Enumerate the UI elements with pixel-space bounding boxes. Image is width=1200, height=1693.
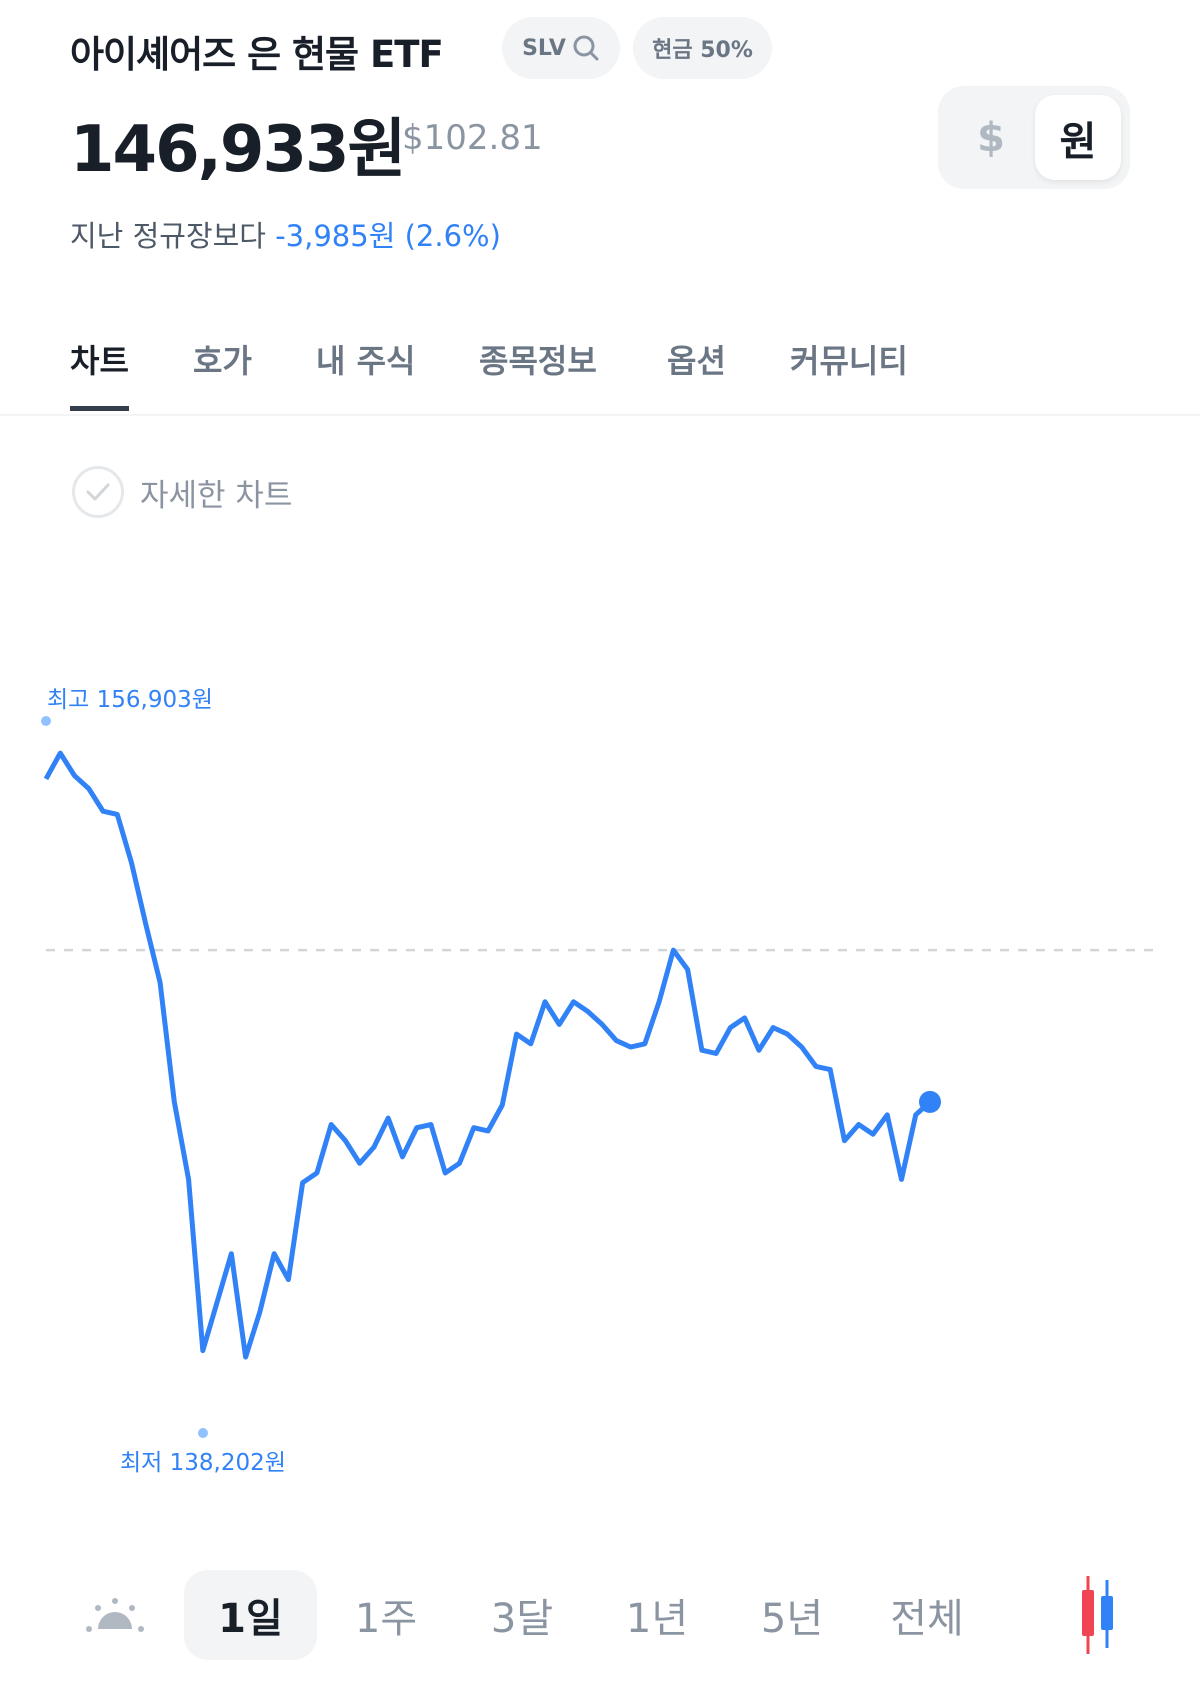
period-all[interactable]: 전체 — [890, 1596, 964, 1642]
ticker-label: SLV — [522, 35, 566, 61]
change-value: -3,985원 (2.6%) — [275, 219, 501, 253]
current-price: 146,933원 — [70, 113, 406, 187]
price-chart[interactable] — [0, 700, 1200, 1460]
period-selector: 1일 1주 3달 1년 5년 전체 — [0, 1570, 1200, 1660]
price-line — [43, 750, 932, 1360]
tab-orderbook[interactable]: 호가 — [193, 342, 252, 380]
low-marker — [198, 1428, 208, 1438]
price-usd: $102.81 — [402, 118, 543, 158]
period-1w[interactable]: 1주 — [354, 1596, 418, 1642]
check-icon[interactable] — [72, 466, 124, 518]
ticker-search-chip[interactable]: SLV — [502, 17, 620, 79]
sunrise-icon[interactable] — [84, 1595, 146, 1635]
cash-chip[interactable]: 현금 50% — [633, 17, 772, 79]
detail-chart-label: 자세한 차트 — [140, 477, 293, 514]
tab-stock-info[interactable]: 종목정보 — [479, 342, 597, 380]
currency-toggle[interactable]: $ 원 — [938, 86, 1130, 189]
tab-community[interactable]: 커뮤니티 — [790, 342, 908, 380]
low-label: 최저 138,202원 — [120, 1450, 286, 1476]
change-prefix: 지난 정규장보다 — [70, 219, 266, 253]
period-5y[interactable]: 5년 — [760, 1596, 824, 1642]
currency-krw-option[interactable]: 원 — [1035, 95, 1121, 180]
stock-title: 아이셰어즈 은 현물 ETF — [70, 33, 444, 76]
period-3m[interactable]: 3달 — [490, 1596, 554, 1642]
tab-my-stock[interactable]: 내 주식 — [316, 342, 416, 380]
tab-options[interactable]: 옵션 — [667, 342, 726, 380]
high-label: 최고 156,903원 — [47, 687, 213, 713]
current-price-dot — [919, 1090, 941, 1113]
candlestick-icon[interactable] — [1076, 1570, 1120, 1660]
price-change: 지난 정규장보다 -3,985원 (2.6%) — [70, 213, 501, 255]
tab-chart[interactable]: 차트 — [70, 336, 129, 411]
period-1d[interactable]: 1일 — [184, 1570, 317, 1660]
tab-bar: 차트 호가 내 주식 종목정보 옵션 커뮤니티 — [0, 330, 1200, 416]
detail-chart-toggle[interactable]: 자세한 차트 — [72, 466, 292, 518]
period-1y[interactable]: 1년 — [625, 1596, 689, 1642]
currency-usd-option[interactable]: $ — [977, 114, 1005, 161]
search-icon — [573, 35, 599, 61]
high-marker — [41, 716, 51, 726]
